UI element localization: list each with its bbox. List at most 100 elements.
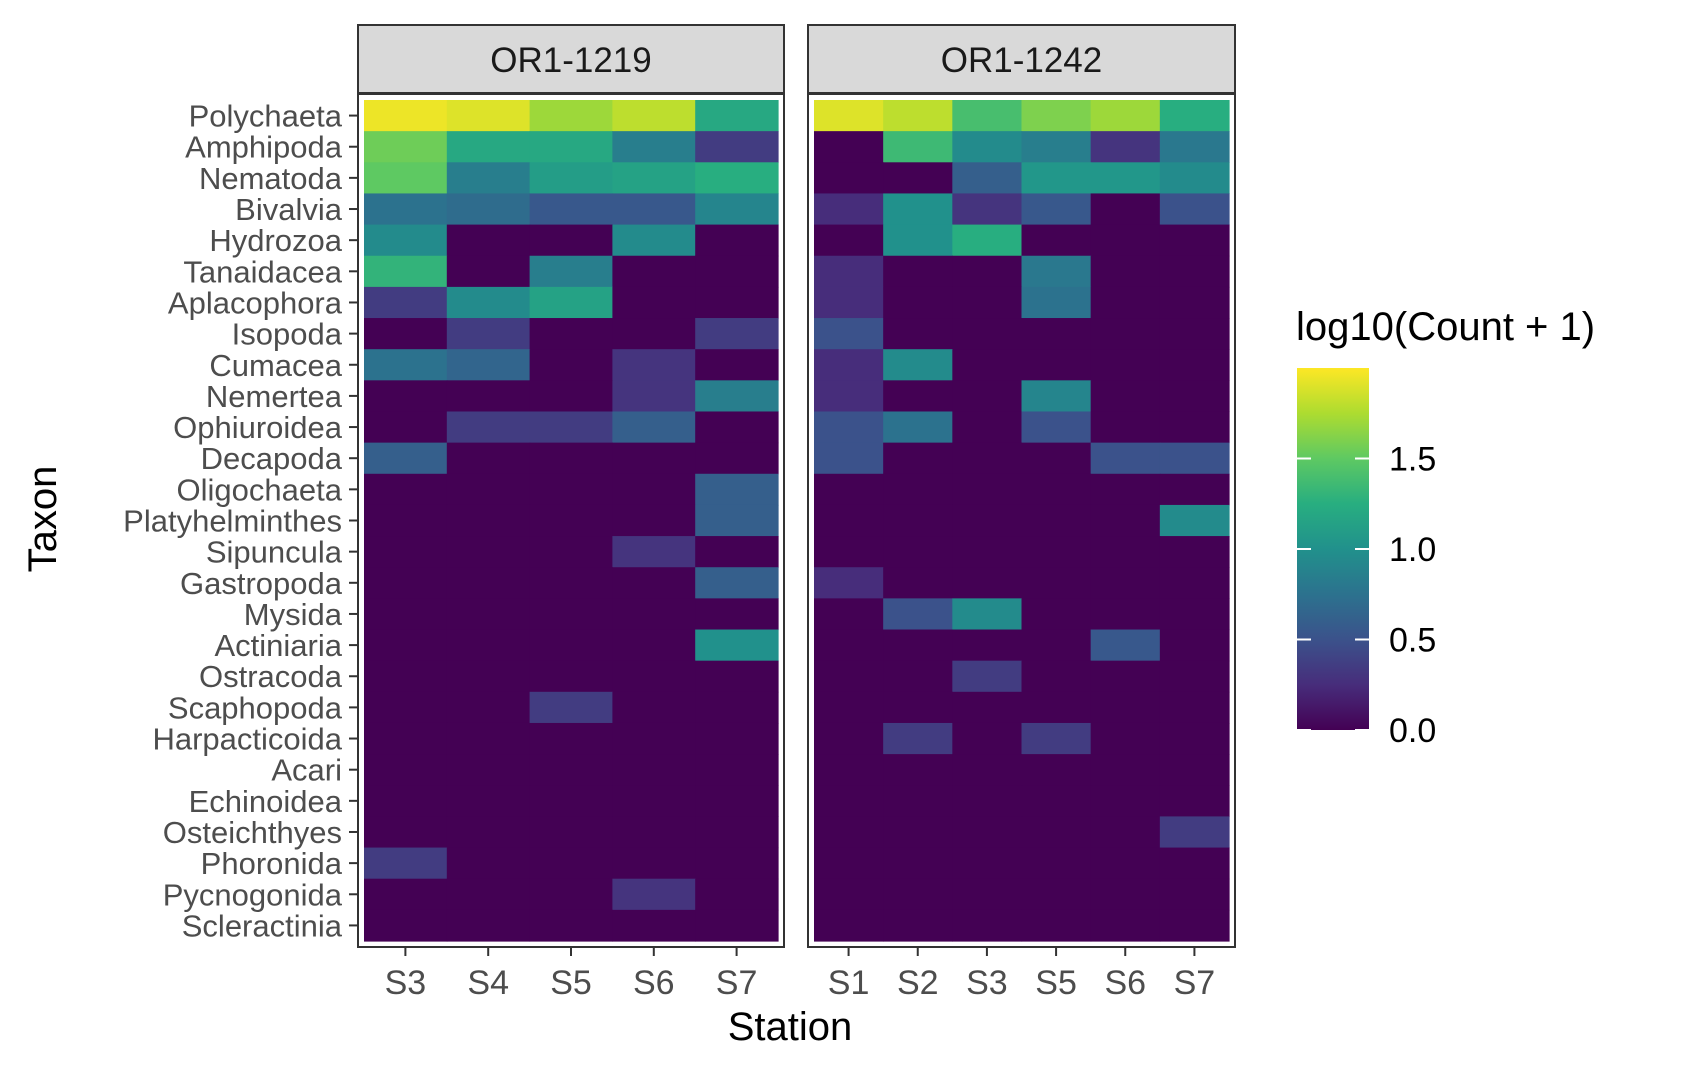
heatmap-cell [952, 536, 1023, 568]
heatmap-cell [695, 100, 779, 132]
y-tick-label: Amphipoda [185, 130, 343, 165]
heatmap-cell [446, 473, 531, 506]
heatmap-cell [814, 847, 884, 880]
heatmap-cell [952, 660, 1023, 693]
heatmap-cell [1090, 629, 1161, 662]
heatmap-cell [364, 629, 448, 662]
heatmap-cell [529, 162, 613, 195]
heatmap-cell [883, 660, 953, 693]
heatmap-cell [1021, 816, 1092, 849]
heatmap-cell [1159, 193, 1230, 226]
heatmap-cell [612, 909, 696, 942]
heatmap-cell [1021, 660, 1092, 693]
heatmap-cell [364, 598, 448, 631]
heatmap-cell [952, 100, 1023, 132]
heatmap-cell [814, 629, 884, 662]
heatmap-cell [1090, 816, 1161, 849]
heatmap-cell [1090, 442, 1161, 475]
heatmap-cell [1021, 473, 1092, 506]
heatmap-cell [1159, 380, 1230, 413]
x-tick-label: S7 [1174, 964, 1216, 1002]
heatmap-cell [814, 785, 884, 818]
heatmap-cell [446, 598, 531, 631]
heatmap-cell [1159, 411, 1230, 444]
heatmap-cell [1159, 909, 1230, 942]
heatmap-cell [952, 847, 1023, 880]
heatmap-cell [695, 224, 779, 257]
heatmap-cell [1021, 785, 1092, 818]
heatmap-cell [612, 380, 696, 413]
heatmap-cell [364, 255, 448, 288]
heatmap-cell [364, 349, 448, 381]
heatmap-cell [814, 909, 884, 942]
heatmap-cell [952, 380, 1023, 413]
heatmap-cell [612, 100, 696, 132]
heatmap-cell [952, 691, 1023, 724]
heatmap-cell [446, 816, 531, 849]
heatmap-cell [364, 878, 448, 911]
heatmap-cell [883, 162, 953, 195]
heatmap-cell [883, 691, 953, 724]
heatmap-cell [529, 286, 613, 319]
heatmap-cell [814, 131, 884, 163]
heatmap-cell [364, 504, 448, 537]
heatmap-cell [1159, 629, 1230, 662]
heatmap-cell [529, 629, 613, 662]
y-tick-label: Sipuncula [206, 535, 343, 570]
heatmap-cell [1090, 473, 1161, 506]
heatmap-cell [612, 255, 696, 288]
heatmap-cell [1021, 100, 1092, 132]
heatmap-cell [1090, 193, 1161, 226]
heatmap-cell [883, 224, 953, 257]
heatmap-cell [952, 411, 1023, 444]
heatmap-cell [883, 629, 953, 662]
y-tick-label: Platyhelminthes [123, 504, 342, 539]
facet-strip [357, 24, 785, 94]
heatmap-cell [695, 162, 779, 195]
heatmap-cell [883, 286, 953, 319]
heatmap-cell [883, 411, 953, 444]
y-tick-label: Harpacticoida [152, 722, 342, 757]
y-tick-label: Acari [271, 753, 342, 788]
heatmap-cell [612, 754, 696, 786]
heatmap-cell [446, 193, 531, 226]
heatmap-cell [1090, 754, 1161, 786]
x-tick-label: S6 [633, 964, 675, 1002]
x-tick-label: S1 [828, 964, 870, 1002]
heatmap-cell [814, 162, 884, 195]
heatmap-cell [1090, 380, 1161, 413]
heatmap-cell [695, 754, 779, 786]
heatmap-cell [612, 349, 696, 381]
heatmap-cell [1021, 224, 1092, 257]
heatmap-cell [952, 878, 1023, 911]
heatmap-cell [529, 536, 613, 568]
x-tick-label: S3 [966, 964, 1008, 1002]
y-tick-label: Decapoda [201, 441, 343, 476]
heatmap-cell [883, 878, 953, 911]
heatmap-cell [529, 598, 613, 631]
heatmap-cell [1159, 224, 1230, 257]
heatmap-cell [364, 318, 448, 350]
heatmap-cell [364, 691, 448, 724]
heatmap-cell [529, 100, 613, 132]
heatmap-cell [1090, 878, 1161, 911]
heatmap-cell [364, 193, 448, 226]
heatmap-cell [446, 536, 531, 568]
y-tick-label: Cumacea [209, 348, 342, 383]
heatmap-cell [529, 473, 613, 506]
heatmap-cell [364, 131, 448, 163]
heatmap-cell [612, 131, 696, 163]
heatmap-cell [1021, 286, 1092, 319]
y-tick-label: Scaphopoda [168, 690, 343, 725]
heatmap-cell [1090, 286, 1161, 319]
heatmap-cell [695, 286, 779, 319]
heatmap-cell [814, 536, 884, 568]
heatmap-cell [1021, 878, 1092, 911]
heatmap-cell [814, 349, 884, 381]
heatmap-cell [1159, 722, 1230, 755]
heatmap-cell [529, 816, 613, 849]
heatmap-cell [612, 411, 696, 444]
y-tick-label: Tanaidacea [183, 254, 342, 289]
heatmap-cell [814, 567, 884, 599]
heatmap-cell [446, 131, 531, 163]
